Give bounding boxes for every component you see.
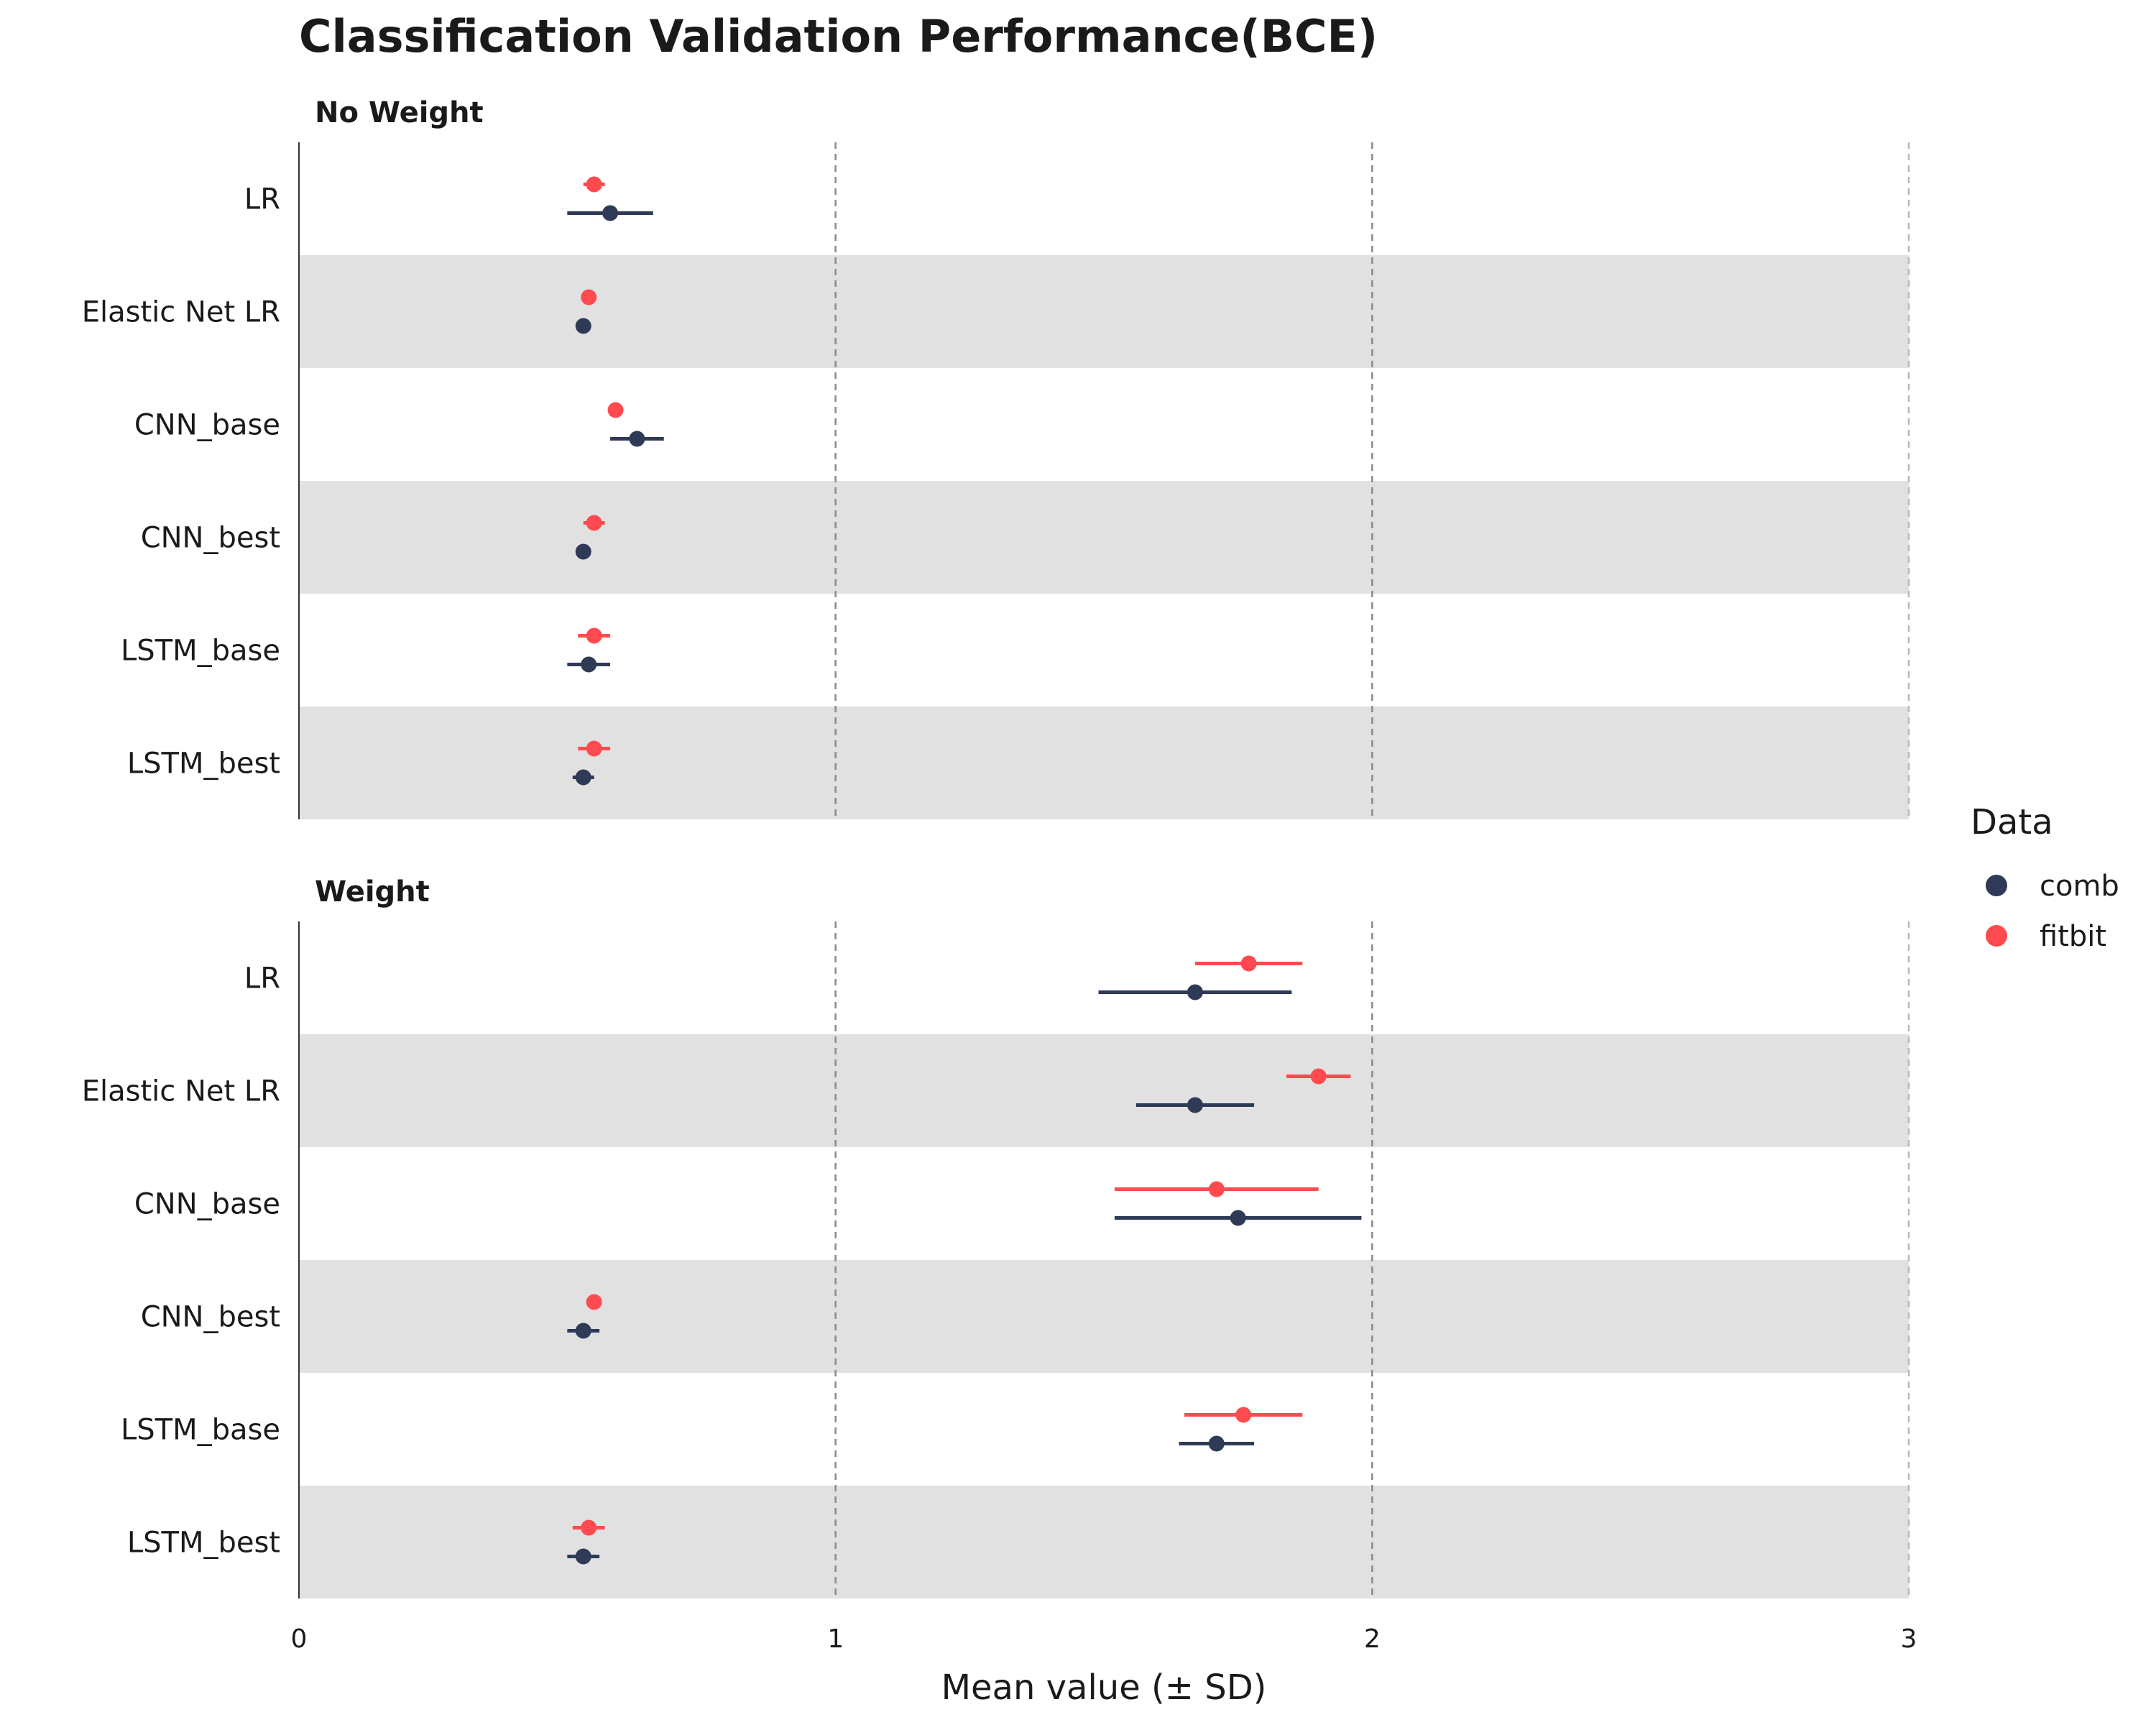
point-weight-fitbit-lstm-best [581, 1519, 597, 1536]
panel-label-weight: Weight [315, 875, 430, 908]
point-no-weight-fitbit-cnn-best [586, 515, 602, 531]
point-no-weight-comb-cnn-base [629, 431, 645, 447]
category-label-weight-lr: LR [244, 962, 280, 995]
chart-title: Classification Validation Performance(BC… [299, 10, 1378, 63]
point-weight-comb-elastic-net-lr [1187, 1097, 1203, 1113]
point-no-weight-fitbit-cnn-base [607, 402, 624, 418]
category-label-no-weight-lr: LR [244, 183, 280, 216]
category-label-weight-cnn-base: CNN_base [134, 1188, 280, 1221]
point-weight-fitbit-cnn-base [1208, 1181, 1225, 1197]
category-label-weight-lstm-base: LSTM_base [121, 1414, 280, 1447]
point-weight-comb-lstm-best [575, 1548, 591, 1565]
point-weight-comb-lstm-base [1208, 1435, 1225, 1452]
x-tick-label-0: 0 [291, 1624, 308, 1654]
legend-label-fitbit: fitbit [2040, 920, 2106, 953]
point-no-weight-comb-cnn-best [575, 543, 591, 560]
point-no-weight-fitbit-lstm-base [586, 627, 602, 644]
band-weight-5 [299, 1486, 1909, 1598]
legend-marker-fitbit [1986, 925, 2007, 947]
x-axis-title: Mean value (± SD) [941, 1668, 1267, 1708]
legend-title: Data [1971, 802, 2053, 842]
x-tick-label-3: 3 [1901, 1624, 1917, 1654]
category-label-no-weight-elastic-net-lr: Elastic Net LR [82, 296, 280, 329]
point-no-weight-comb-lstm-best [575, 769, 591, 786]
point-weight-fitbit-lstm-base [1235, 1407, 1252, 1423]
band-weight-3 [299, 1260, 1909, 1373]
band-no-weight-5 [299, 707, 1909, 819]
category-label-weight-lstm-best: LSTM_best [127, 1527, 280, 1560]
point-weight-fitbit-lr [1240, 955, 1257, 972]
point-no-weight-comb-lr [602, 205, 619, 221]
point-weight-fitbit-elastic-net-lr [1310, 1068, 1327, 1085]
point-weight-comb-cnn-base [1230, 1210, 1246, 1226]
point-no-weight-fitbit-lr [586, 176, 602, 193]
band-weight-1 [299, 1034, 1909, 1147]
point-no-weight-fitbit-elastic-net-lr [581, 289, 597, 305]
category-label-weight-cnn-best: CNN_best [141, 1301, 280, 1334]
point-weight-comb-cnn-best [575, 1322, 591, 1339]
category-label-weight-elastic-net-lr: Elastic Net LR [82, 1075, 280, 1108]
category-label-no-weight-lstm-best: LSTM_best [127, 748, 280, 781]
point-no-weight-comb-elastic-net-lr [575, 318, 591, 334]
point-no-weight-fitbit-lstm-best [586, 740, 602, 757]
point-weight-comb-lr [1187, 984, 1203, 1000]
x-tick-label-2: 2 [1364, 1624, 1381, 1654]
band-no-weight-1 [299, 255, 1909, 368]
category-label-no-weight-cnn-best: CNN_best [141, 522, 280, 555]
legend-label-comb: comb [2040, 870, 2119, 903]
point-weight-fitbit-cnn-best [586, 1294, 602, 1310]
band-no-weight-3 [299, 481, 1909, 594]
category-label-no-weight-lstm-base: LSTM_base [121, 635, 280, 668]
category-label-no-weight-cnn-base: CNN_base [134, 409, 280, 442]
panel-label-no-weight: No Weight [315, 96, 484, 129]
legend-marker-comb [1986, 875, 2007, 896]
point-no-weight-comb-lstm-base [581, 656, 597, 673]
x-tick-label-1: 1 [827, 1624, 844, 1654]
